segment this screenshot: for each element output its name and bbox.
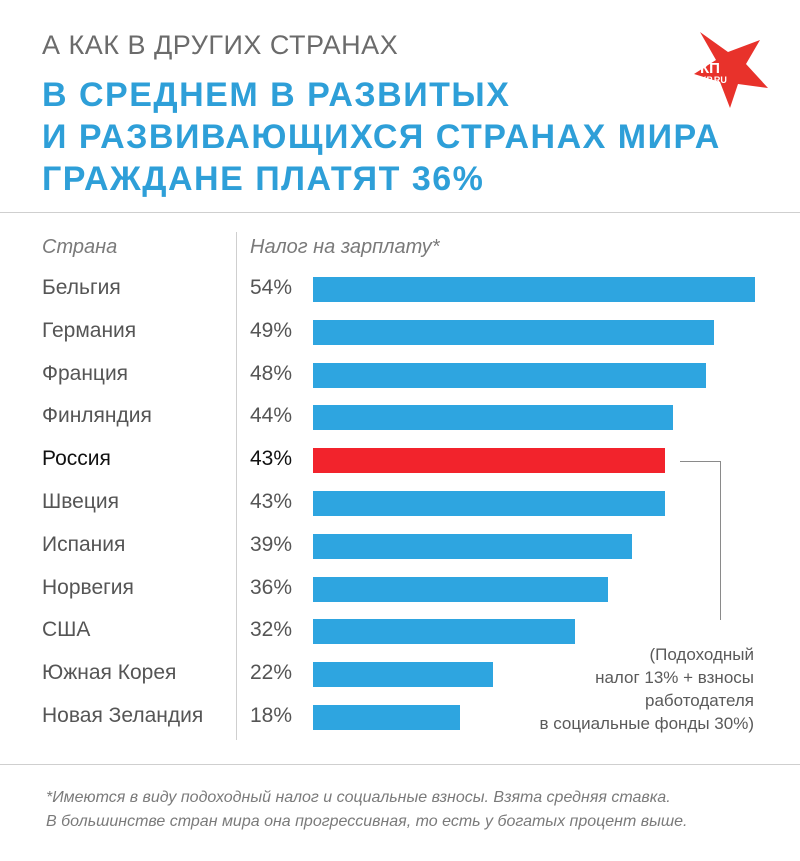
bar [313,362,706,388]
footnote: *Имеются в виду подоходный налог и социа… [46,786,687,834]
column-header-tax: Налог на зарплату* [250,236,440,258]
country-label: Норвегия [42,575,134,599]
bottom-divider [0,764,800,765]
annotation-line-1: (Подоходный [649,645,754,664]
country-label: Финляндия [42,404,152,428]
kp-logo-star-icon [694,32,768,108]
bar [313,319,714,345]
country-label: Южная Корея [42,661,177,685]
column-header-country: Страна [42,236,118,258]
kicker-heading: А КАК В ДРУГИХ СТРАНАХ [42,30,399,60]
bar [313,533,632,559]
bar [313,705,460,730]
bar [313,277,755,302]
logo-main-text: КП [700,60,720,77]
headline-line-3: ГРАЖДАНЕ ПЛАТЯТ 36% [42,160,485,198]
country-label: Россия [42,447,111,471]
country-label: Испания [42,532,126,556]
bar [313,662,493,688]
country-label: Бельгия [42,276,121,299]
country-label: США [42,618,91,642]
country-label: Новая Зеландия [42,704,204,727]
annotation-bracket-top [680,461,720,462]
annotation-line-4: в социальные фонды 30%) [539,714,754,733]
value-label: 48% [250,361,293,385]
annotation-line-3: работодателя [644,691,754,710]
value-label: 18% [250,704,293,727]
value-label: 54% [250,276,293,299]
value-label: 32% [250,618,293,642]
headline-line-1: В СРЕДНЕМ В РАЗВИТЫХ [42,76,511,114]
value-label: 44% [250,404,293,428]
column-divider [236,232,237,740]
annotation-bracket-line [720,461,721,620]
annotation-note: (Подоходный налог 13% + взносы работодат… [440,643,754,735]
value-label: 39% [250,532,293,556]
annotation-line-2: налог 13% + взносы [595,668,754,687]
bar [313,405,673,431]
footnote-line-2: В большинстве стран мира она прогрессивн… [46,813,688,830]
country-label: Германия [42,318,137,342]
value-label: 43% [250,490,293,513]
bar [313,491,665,516]
headline: В СРЕДНЕМ В РАЗВИТЫХ И РАЗВИВАЮЩИХСЯ СТР… [42,74,721,200]
value-label: 49% [250,318,293,342]
country-label: Швеция [42,490,119,513]
logo-star-shape [694,32,768,108]
bar-highlight [313,448,665,474]
value-label: 43% [250,447,293,471]
bar [313,576,608,602]
headline-line-2: И РАЗВИВАЮЩИХСЯ СТРАНАХ МИРА [42,118,721,156]
bar [313,619,575,645]
logo-sub-text: KP.RU [700,75,727,85]
top-divider [0,212,800,213]
kp-logo: КП KP.RU [700,60,727,85]
footnote-line-1: *Имеются в виду подоходный налог и социа… [46,789,671,806]
value-label: 22% [250,661,293,685]
country-label: Франция [42,361,129,385]
value-label: 36% [250,575,293,599]
